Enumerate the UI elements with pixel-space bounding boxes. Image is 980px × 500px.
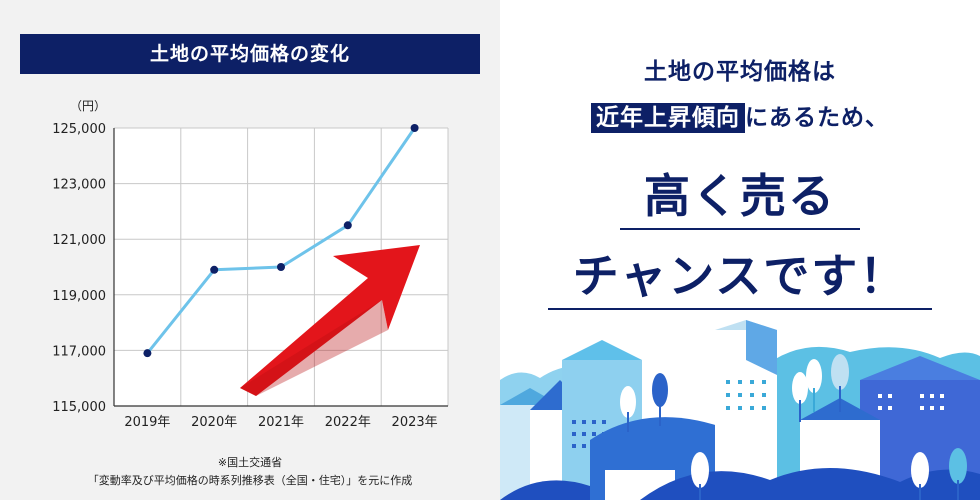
x-tick-label: 2023年 xyxy=(392,415,438,430)
red-up-arrow-shade xyxy=(240,300,388,396)
source-note: ※国土交通省 xyxy=(217,456,283,469)
y-tick-label: 119,000 xyxy=(52,289,106,304)
data-point xyxy=(277,263,285,271)
data-point xyxy=(143,349,152,358)
y-unit-label: （円） xyxy=(70,99,106,113)
data-point xyxy=(210,265,219,274)
y-tick-label: 115,000 xyxy=(52,400,106,415)
source-detail: 「変動率及び平均価格の時系列推移表（全国・住宅）」を元に作成 xyxy=(87,474,413,487)
chart-panel: 土地の平均価格の変化 125,000 123,000 121,000 119,000 1… xyxy=(0,0,500,500)
y-tick-label: 123,000 xyxy=(52,178,106,193)
x-tick-label: 2019年 xyxy=(124,415,170,430)
headline-big2: チャンスです！ xyxy=(572,249,908,303)
x-tick-label: 2021年 xyxy=(258,415,304,430)
data-point xyxy=(410,124,419,132)
headline-line2-rest: にあるため、 xyxy=(745,105,889,131)
y-tick-label: 117,000 xyxy=(52,344,106,359)
red-up-arrow-icon xyxy=(240,245,420,396)
headline-line1: 土地の平均価格は xyxy=(644,59,836,85)
y-tick-label: 125,000 xyxy=(52,122,106,137)
y-tick-label: 121,000 xyxy=(52,233,106,248)
line-chart: 125,000 123,000 121,000 119,000 117,000 115,0… xyxy=(52,99,449,430)
headline-line2: 近年上昇傾向 にあるため、 xyxy=(500,98,980,133)
headline-big2-underline xyxy=(548,308,932,310)
data-point xyxy=(343,221,352,230)
x-tick-label: 2020年 xyxy=(191,415,237,430)
headline-big1: 高く売る xyxy=(644,169,836,223)
x-tick-label: 2022年 xyxy=(325,415,371,430)
chart-title: 土地の平均価格の変化 xyxy=(20,34,480,74)
headline-panel: 土地の平均価格は 近年上昇傾向 にあるため、 高く売る チャンスです！ xyxy=(500,0,980,500)
city-illustration xyxy=(500,320,980,500)
headline-big1-underline xyxy=(620,228,860,230)
headline-highlight: 近年上昇傾向 xyxy=(591,103,745,133)
